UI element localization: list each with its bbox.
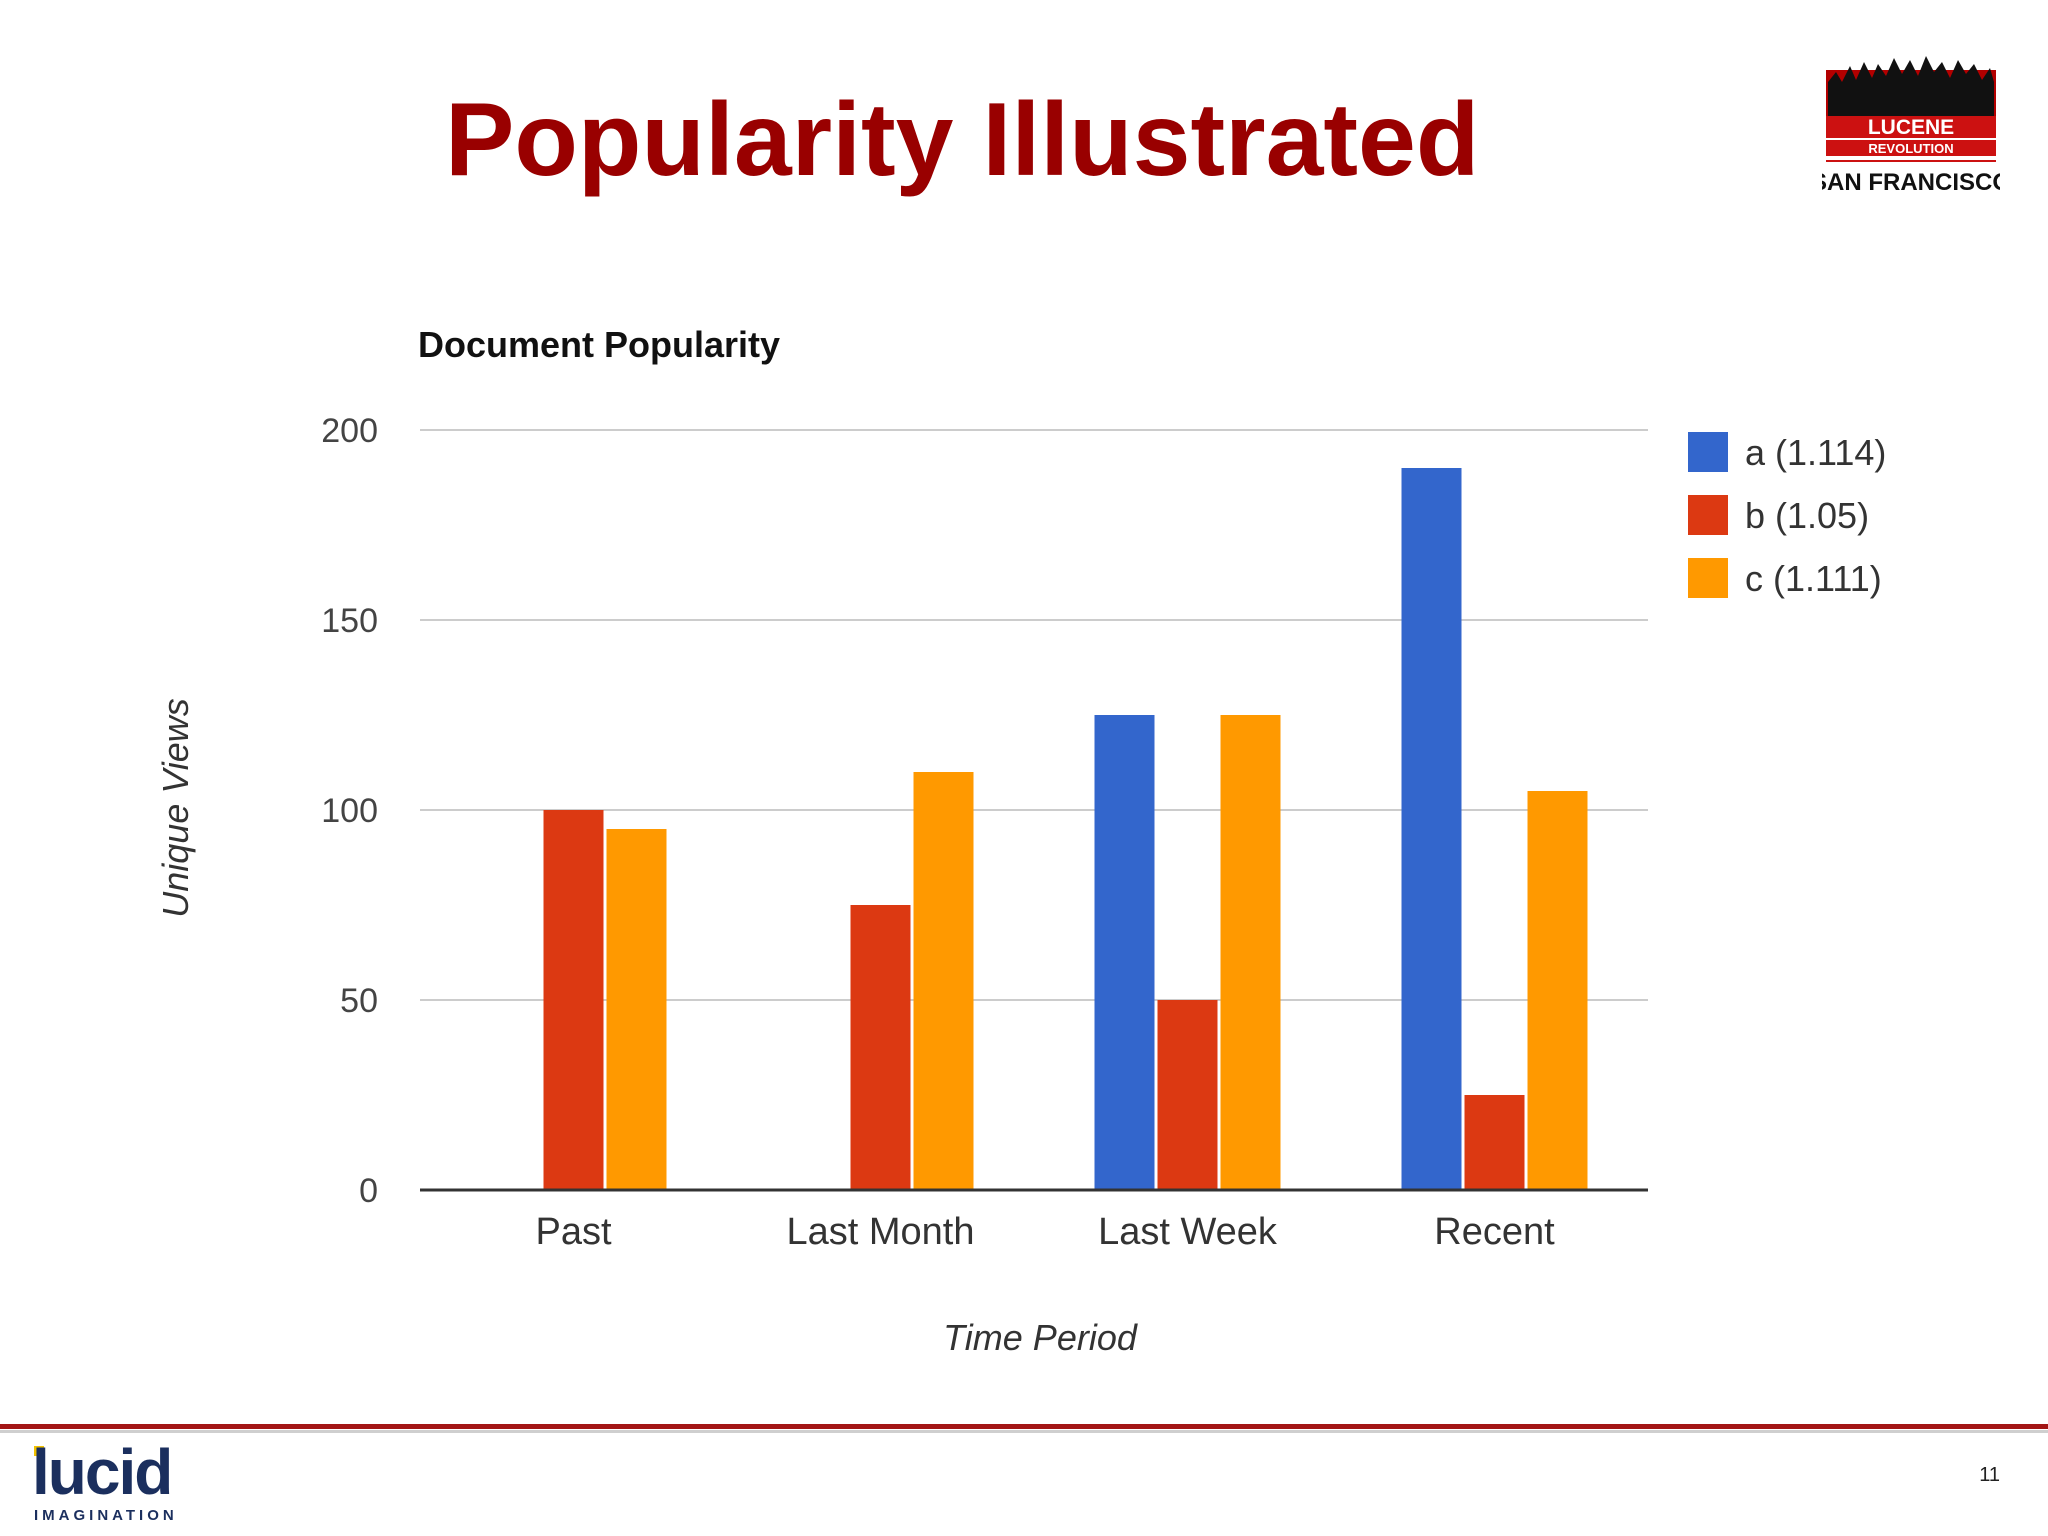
company-tagline: IMAGINATION — [34, 1507, 178, 1524]
company-name: lucid — [32, 1438, 171, 1508]
legend-swatch — [1688, 558, 1728, 598]
x-axis-label: Time Period — [943, 1317, 1138, 1358]
slide-title: Popularity Illustrated — [445, 82, 1480, 198]
bar-a — [1094, 715, 1155, 1190]
bar-b — [543, 810, 604, 1190]
logo-line-1: LUCENE — [1868, 116, 1954, 139]
legend-swatch — [1688, 495, 1728, 535]
y-tick-label: 200 — [321, 412, 378, 450]
footer-rule-shadow — [0, 1430, 2048, 1433]
legend-swatch — [1688, 432, 1728, 472]
bar-a — [1401, 468, 1462, 1190]
y-axis-ticks: 0 50 100 150 200 — [321, 412, 378, 1210]
legend: a (1.114) b (1.05) c (1.111) — [1688, 432, 1886, 599]
y-tick-label: 100 — [321, 792, 378, 830]
y-tick-label: 0 — [359, 1172, 378, 1210]
logo-line-3: SAN FRANCISCO — [1822, 169, 2000, 196]
bar-b — [1157, 1000, 1218, 1190]
y-tick-label: 150 — [321, 602, 378, 640]
bar-c — [606, 829, 667, 1190]
x-category-label: Last Month — [787, 1211, 975, 1253]
bar-chart: Document Popularity 0 50 100 150 200 Past Las… — [155, 324, 1886, 1358]
x-axis-categories: Past Last Month Last Week Recent — [535, 1211, 1555, 1253]
x-category-label: Last Week — [1098, 1211, 1278, 1253]
bar-c — [913, 772, 974, 1190]
x-category-label: Recent — [1434, 1211, 1555, 1253]
lucid-imagination-logo: lucid IMAGINATION — [32, 1438, 178, 1524]
legend-label: c (1.111) — [1745, 558, 1882, 599]
y-tick-label: 50 — [340, 982, 378, 1020]
footer-rule — [0, 1424, 2048, 1429]
legend-label: b (1.05) — [1745, 495, 1869, 536]
lucene-revolution-logo: LUCENE REVOLUTION SAN FRANCISCO — [1822, 56, 2000, 196]
logo-line-2: REVOLUTION — [1868, 141, 1953, 156]
chart-title: Document Popularity — [418, 324, 780, 365]
bar-b — [850, 905, 911, 1190]
bars — [543, 468, 1588, 1190]
bar-c — [1220, 715, 1281, 1190]
grid-lines — [420, 429, 1648, 1001]
x-category-label: Past — [535, 1211, 611, 1253]
bar-b — [1464, 1095, 1525, 1190]
page-number: 11 — [1979, 1464, 2000, 1486]
y-axis-label: Unique Views — [155, 698, 196, 917]
bar-c — [1527, 791, 1588, 1190]
legend-label: a (1.114) — [1745, 432, 1886, 473]
